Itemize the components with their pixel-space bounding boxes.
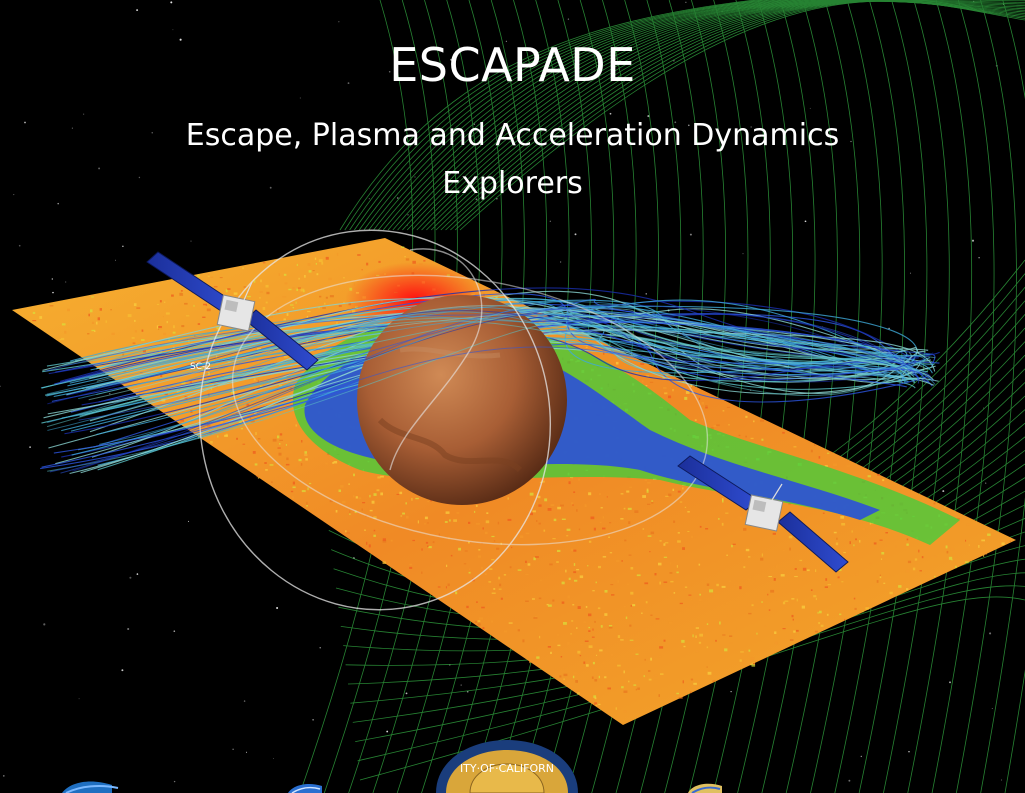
subtitle-line-1: Escape, Plasma and Acceleration Dynamics [185,118,840,153]
page-title: ESCAPADE [389,38,636,92]
spacecraft-sc-1 [677,455,849,573]
university-of-california-seal: ITY·OF·CALIFORN [436,740,578,793]
seal-lettering: ITY·OF·CALIFORN [460,762,554,775]
logos-row: ITY·OF·CALIFORN [62,740,722,793]
orbit-paths [198,229,709,611]
spacecraft-sc-2 [146,251,319,371]
nasa-logo [62,781,119,793]
logo-4 [688,783,722,793]
spacecraft-label: SC-2 [190,362,211,372]
subtitle-line-2: Explorers [442,166,583,201]
logo-2 [288,783,322,793]
magnetic-field-lines-front [45,301,936,474]
